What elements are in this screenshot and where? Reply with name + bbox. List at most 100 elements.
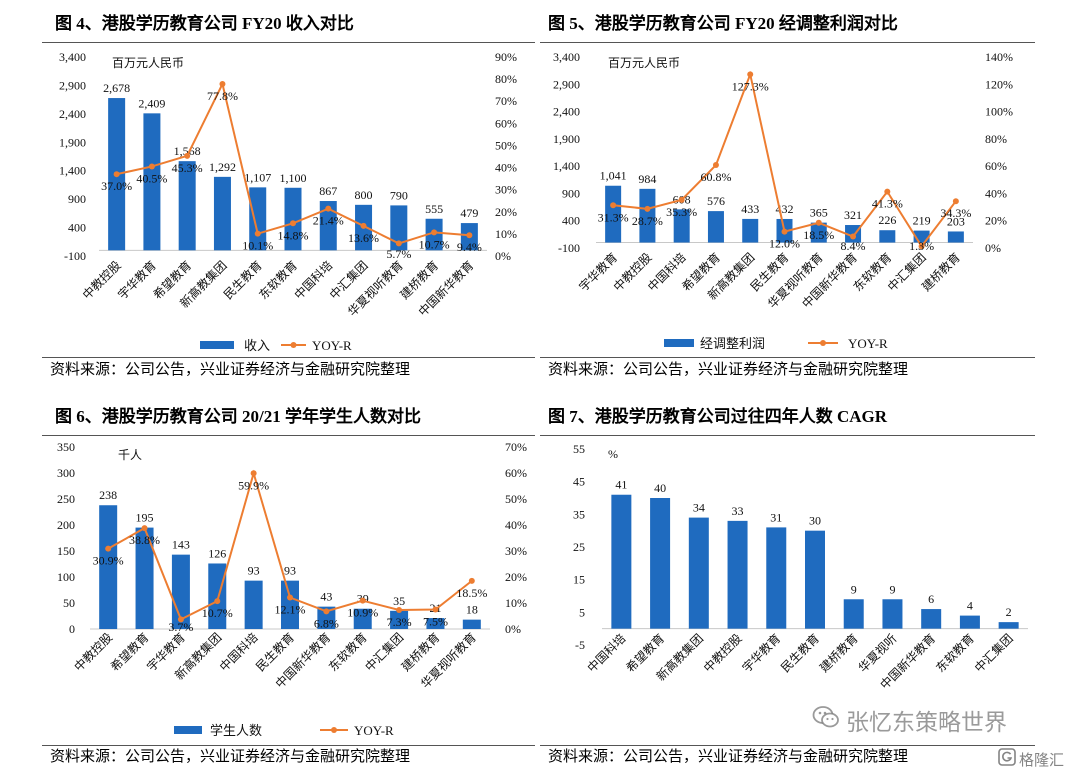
left-axis-tick-label: -100: [64, 249, 86, 263]
left-axis-tick-label: 25: [573, 540, 585, 554]
yoy-point: [360, 222, 367, 229]
yoy-point: [712, 162, 719, 169]
figure-7-source-rule: [540, 745, 1035, 746]
bar: [998, 622, 1019, 629]
bar-value-label: 35: [393, 594, 405, 608]
bar-value-label: 31: [770, 510, 782, 524]
bar-value-label: 6: [928, 592, 934, 606]
unit-label: %: [608, 447, 618, 461]
right-axis-tick-label: 40%: [505, 518, 527, 532]
yoy-point: [148, 163, 155, 170]
yoy-value-label: 1.3%: [909, 239, 934, 253]
yoy-point: [747, 71, 754, 78]
right-axis-tick-label: 70%: [505, 440, 527, 454]
left-axis-tick-label: 1,900: [553, 132, 580, 146]
right-axis-tick-label: 70%: [495, 94, 517, 108]
bar: [319, 201, 337, 251]
figure-6-title-rule: [42, 435, 535, 436]
bar-value-label: 34: [693, 501, 705, 515]
figure-7-title: 图 7、港股学历教育公司过往四年人数 CAGR: [548, 407, 888, 426]
bar: [959, 615, 980, 629]
yoy-value-label: 41.3%: [872, 197, 903, 211]
right-axis-tick-label: 50%: [505, 492, 527, 506]
category-label: 中国科培: [216, 630, 261, 675]
wechat-icon: [812, 705, 840, 735]
legend: 经调整利润 YOY-R: [664, 336, 888, 351]
yoy-point: [431, 229, 438, 236]
right-axis-tick-label: 20%: [505, 570, 527, 584]
bar-value-label: 126: [208, 546, 226, 560]
bar-value-label: 40: [654, 481, 666, 495]
gelonghui-logo-icon: [998, 748, 1016, 770]
bar-value-label: 203: [947, 214, 965, 228]
bar: [921, 609, 942, 629]
bar: [639, 188, 656, 243]
bar-value-label: 18: [466, 603, 478, 617]
bar-value-label: 800: [355, 188, 373, 202]
bar-value-label: 4: [967, 599, 973, 613]
left-axis-tick-label: 50: [63, 596, 75, 610]
yoy-value-label: 10.9%: [347, 606, 378, 620]
legend-line-marker: [290, 342, 297, 348]
chart-5-plot: 百万元人民币 -100 400 900 1,400 1,900 2,400 2,900 3,40…: [553, 50, 1013, 351]
legend: 收入 YOY-R: [200, 338, 352, 353]
bar-value-label: 41: [615, 478, 627, 492]
bar-value-label: 1,107: [244, 170, 271, 184]
bar: [281, 580, 299, 629]
bar-value-label: 1,568: [174, 144, 201, 158]
bar: [178, 161, 196, 251]
right-axis-tick-label: 20%: [985, 214, 1007, 228]
left-axis-tick-label: 2,900: [59, 78, 86, 92]
yoy-value-label: 10.1%: [242, 239, 273, 253]
bar-value-label: 93: [248, 564, 260, 578]
bar: [650, 498, 671, 629]
bar-value-label: 238: [99, 488, 117, 502]
figure-4-source: 资料来源：公司公告，兴业证券经济与金融研究院整理: [50, 362, 411, 378]
bar-value-label: 143: [172, 538, 190, 552]
bar: [673, 209, 690, 243]
bar: [390, 610, 409, 629]
left-axis-tick-label: 15: [573, 573, 585, 587]
right-axis-tick-label: 40%: [985, 186, 1007, 200]
yoy-value-label: 13.6%: [348, 231, 379, 245]
yoy-point: [952, 198, 959, 205]
bar: [249, 187, 267, 251]
figure-5-source-rule: [540, 357, 1035, 358]
yoy-value-label: 10.7%: [202, 606, 233, 620]
yoy-point: [468, 577, 475, 584]
right-axis-tick-label: 60%: [985, 159, 1007, 173]
yoy-value-label: 38.8%: [129, 533, 160, 547]
category-label: 中国科培: [584, 631, 629, 676]
bar: [843, 599, 864, 629]
right-axis-tick-label: 0%: [495, 249, 511, 263]
figure-4-source-rule: [42, 357, 535, 358]
unit-label: 千人: [118, 448, 142, 462]
left-axis-tick-label: 2,400: [59, 107, 86, 121]
bar-value-label: 93: [284, 564, 296, 578]
left-axis-tick-label: 2,400: [553, 105, 580, 119]
yoy-value-label: 18.5%: [803, 228, 834, 242]
legend-bar-swatch: [174, 726, 202, 734]
watermark: 张忆东策略世界: [812, 703, 1007, 737]
yoy-value-label: 14.8%: [278, 228, 309, 242]
right-axis-tick-label: 90%: [495, 50, 517, 64]
bar-value-label: 984: [638, 172, 656, 186]
yoy-value-label: 5.7%: [386, 247, 411, 261]
category-label: 中教控股: [700, 631, 745, 676]
right-axis-tick-label: 30%: [495, 183, 517, 197]
left-axis-tick-label: -5: [575, 638, 585, 652]
yoy-value-label: 45.3%: [172, 161, 203, 175]
right-axis-tick-label: 80%: [985, 132, 1007, 146]
legend-label: YOY-R: [354, 723, 394, 738]
yoy-point: [219, 80, 226, 87]
bar-value-label: 1,100: [280, 171, 307, 185]
yoy-point: [184, 152, 191, 159]
figure-7-title-rule: [540, 435, 1035, 436]
figure-5-source: 资料来源：公司公告，兴业证券经济与金融研究院整理: [548, 362, 909, 378]
legend-label: YOY-R: [312, 338, 352, 353]
bar: [742, 218, 759, 243]
figure-5-title-rule: [540, 42, 1035, 43]
left-axis-tick-label: 0: [69, 622, 75, 636]
bar: [611, 494, 632, 629]
